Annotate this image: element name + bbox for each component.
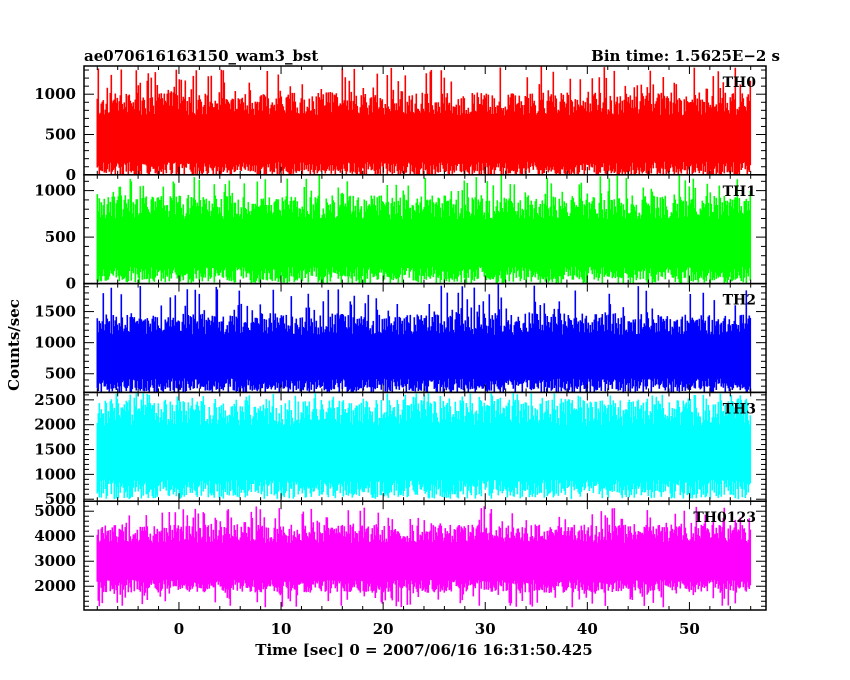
y-tick-label: 1000 xyxy=(34,85,76,103)
x-tick-label: 20 xyxy=(373,620,394,638)
series-trace-th1 xyxy=(96,175,752,284)
panel-frame xyxy=(83,500,767,611)
y-tick-label: 500 xyxy=(45,126,76,144)
x-tick-label: 30 xyxy=(475,620,496,638)
panel-th1: 0 500 1000 TH1 xyxy=(34,174,767,293)
x-tick-label: 10 xyxy=(271,620,292,638)
y-tick-label: 4000 xyxy=(34,527,76,545)
y-tick-label: 0 xyxy=(66,166,76,184)
x-tick-label: 40 xyxy=(577,620,598,638)
chart-title: ae070616163150_wam3_bst xyxy=(84,47,318,65)
x-axis: 0 10 20 30 40 50 xyxy=(174,620,700,638)
panel-th0123: 2000 3000 4000 5000 TH0123 xyxy=(34,500,767,611)
y-tick-label: 500 xyxy=(45,490,76,508)
x-tick-label: 50 xyxy=(679,620,700,638)
panel-label-th1: TH1 xyxy=(723,184,756,200)
series-trace-th2 xyxy=(96,284,752,393)
panel-label-th2: TH2 xyxy=(723,293,756,309)
panel-label-th0: TH0 xyxy=(723,75,757,91)
panels-group: 0 500 1000 TH0 0 500 1000 TH1 500 1000 1500 TH2 500 1… xyxy=(34,65,767,611)
y-tick-label: 0 xyxy=(66,275,76,293)
y-tick-label: 2000 xyxy=(34,577,76,595)
panel-th3: 500 1000 1500 2000 2500 TH3 xyxy=(34,391,767,508)
y-tick-label: 1000 xyxy=(34,465,76,483)
bin-time-label: Bin time: 1.5625E−2 s xyxy=(591,47,780,65)
x-axis-title: Time [sec] 0 = 2007/06/16 16:31:50.425 xyxy=(255,641,592,659)
y-tick-label: 500 xyxy=(45,365,76,383)
series-trace-th0123 xyxy=(96,506,752,608)
y-tick-label: 500 xyxy=(45,228,76,246)
panel-th2: 500 1000 1500 TH2 xyxy=(34,282,767,394)
y-tick-label: 2500 xyxy=(34,391,76,409)
series-trace-th0 xyxy=(96,66,752,175)
y-tick-label: 3000 xyxy=(34,552,76,570)
y-tick-label: 5000 xyxy=(34,502,76,520)
panel-label-th3: TH3 xyxy=(723,401,756,417)
y-tick-label: 2000 xyxy=(34,416,76,434)
y-tick-label: 1500 xyxy=(34,441,76,459)
y-axis-title: Counts/sec xyxy=(5,299,23,391)
x-tick-label: 0 xyxy=(174,620,184,638)
panel-label-th0123: TH0123 xyxy=(693,510,756,526)
y-tick-label: 1000 xyxy=(34,334,76,352)
y-tick-label: 1000 xyxy=(34,182,76,200)
series-trace-th3 xyxy=(96,392,752,500)
panel-th0: 0 500 1000 TH0 xyxy=(34,65,767,184)
y-tick-label: 1500 xyxy=(34,303,76,321)
